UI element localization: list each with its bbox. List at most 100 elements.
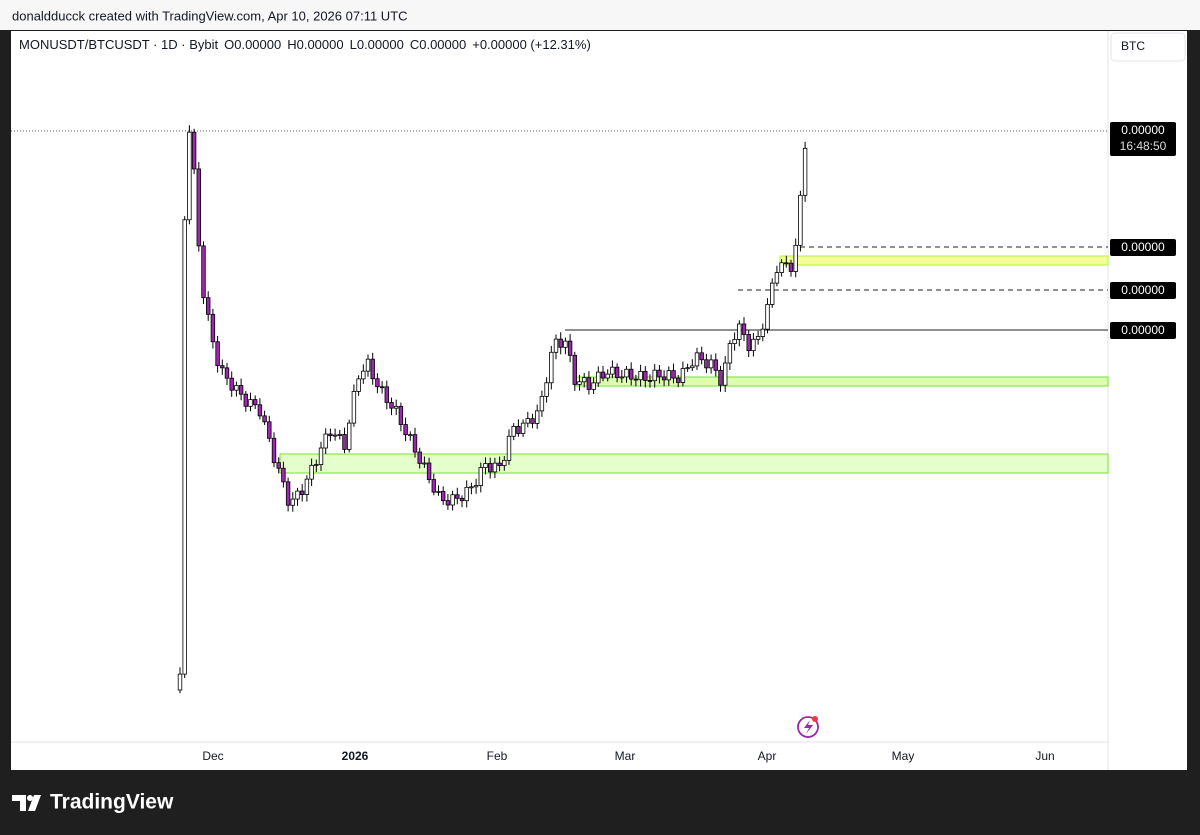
candle-body [600,371,606,379]
zone [779,255,1109,266]
candle-body [577,381,582,385]
candle-body [370,358,375,380]
candle-body [713,359,718,371]
candles [177,125,808,694]
candle-body [563,340,568,348]
candle-body [314,464,319,466]
candle-body [290,498,295,506]
candle-body [497,462,502,467]
zone [279,453,1109,474]
candle-body [802,147,808,196]
candle-body [680,368,686,383]
open: O0.00000 [224,37,281,52]
candle-body [610,366,615,375]
candle-body [469,486,474,489]
candle-body [450,494,455,506]
time-label: May [892,749,915,763]
lightning-icon[interactable] [797,716,819,738]
close: C0.00000 [410,37,466,52]
candle-body [318,447,324,465]
symbol: MONUSDT/BTCUSDT · 1D · Bybit [19,37,218,52]
candle-body [614,366,620,378]
candle-body [760,328,765,337]
candle-body [774,272,780,284]
candle-body [582,377,587,383]
candle-body [299,490,305,495]
price-label: 0.00000 [1121,323,1165,337]
candle-body [361,370,366,380]
candle-body [431,479,436,493]
brand: TradingView [50,791,174,814]
candle-body [309,464,314,480]
candle-body [210,313,216,343]
candle-body [572,354,577,385]
candle-body [596,371,601,384]
zones [279,255,1109,474]
candle-body [525,418,530,424]
header-bar [0,0,1200,30]
candle-body [591,382,596,390]
candle-body [464,486,469,502]
candle-body [337,434,342,436]
candle-body [257,404,263,417]
countdown: 16:48:50 [1120,139,1167,153]
candle-body [671,370,676,379]
legend: MONUSDT/BTCUSDT · 1D · Bybit O0.00000 H0.0… [19,37,591,52]
candle-body [661,376,667,381]
candle-body [271,437,277,464]
candle-body [285,481,291,506]
candle-body [375,378,380,388]
candle-body [224,367,230,379]
candle-body [718,369,723,386]
candle-body [342,434,347,450]
candle-body [262,415,267,423]
candle-body [455,494,460,499]
currency: BTC [1121,39,1145,53]
candle-body [215,341,220,367]
candle-body [643,370,648,381]
time-label: 2026 [342,749,369,763]
price-label: 0.00000 [1121,123,1165,137]
candle-body [549,351,554,384]
caption: donaldducck created with TradingView.com… [12,8,408,23]
candle-body [384,386,389,403]
currency-box[interactable] [1110,32,1186,62]
candle-body [652,369,657,382]
candle-body [539,395,545,412]
candle-body [403,424,408,436]
candle-body [741,323,747,335]
time-label: Feb [487,749,508,763]
candle-body [586,377,592,390]
candle-body [393,406,399,409]
candle-body [558,338,563,348]
candle-body [605,373,610,379]
candle-body [751,338,756,352]
candle-body [506,435,512,461]
candle-body [422,462,427,465]
candle-body [793,244,798,272]
candle-body [516,425,521,434]
candle-body [624,368,629,378]
candle-body [487,463,493,473]
candle-body [332,434,338,437]
candle-body [666,370,671,381]
candle-body [492,462,498,473]
price-tag [1110,122,1176,156]
candle-body [398,406,404,425]
price-tag [1110,322,1176,339]
high: H0.00000 [287,37,343,52]
candle-body [243,393,248,407]
candle-body [182,219,187,675]
candle-body [732,339,737,344]
candle-body [412,434,418,453]
candle-body [798,194,803,246]
candle-body [647,380,653,382]
candle-body [220,365,225,369]
candle-body [440,491,446,502]
candle-body [567,340,573,356]
candle-body [511,425,516,437]
candle-body [784,262,789,265]
candle-body [619,376,624,379]
time-label: Dec [202,749,223,763]
